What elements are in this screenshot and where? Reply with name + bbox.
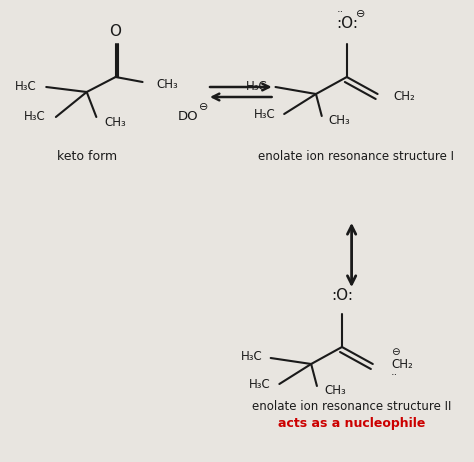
Text: ⊖: ⊖ bbox=[356, 9, 366, 19]
Text: keto form: keto form bbox=[56, 151, 117, 164]
Text: :O:: :O: bbox=[331, 288, 353, 304]
Text: O: O bbox=[109, 24, 122, 39]
Text: ⊖: ⊖ bbox=[200, 102, 209, 112]
Text: H₃C: H₃C bbox=[241, 351, 263, 364]
Text: CH₃: CH₃ bbox=[156, 78, 178, 91]
Text: H₃C: H₃C bbox=[15, 79, 36, 92]
Text: CH₃: CH₃ bbox=[328, 114, 350, 127]
Text: ⊖: ⊖ bbox=[391, 347, 400, 357]
Text: :O:: :O: bbox=[336, 17, 358, 31]
Text: CH₂: CH₂ bbox=[391, 358, 413, 371]
Text: CH₃: CH₃ bbox=[325, 383, 346, 396]
Text: enolate ion resonance structure II: enolate ion resonance structure II bbox=[252, 401, 451, 413]
Text: H₃C: H₃C bbox=[254, 109, 275, 122]
Text: H₃C: H₃C bbox=[246, 79, 268, 92]
Text: ··: ·· bbox=[391, 370, 398, 380]
Text: CH₂: CH₂ bbox=[393, 90, 415, 103]
Text: enolate ion resonance structure I: enolate ion resonance structure I bbox=[258, 151, 455, 164]
Text: DO: DO bbox=[178, 110, 199, 123]
Text: acts as a nucleophile: acts as a nucleophile bbox=[278, 418, 425, 431]
Text: CH₃: CH₃ bbox=[104, 116, 126, 128]
Text: H₃C: H₃C bbox=[249, 378, 271, 391]
Text: ··: ·· bbox=[337, 7, 344, 17]
Text: H₃C: H₃C bbox=[24, 110, 46, 123]
